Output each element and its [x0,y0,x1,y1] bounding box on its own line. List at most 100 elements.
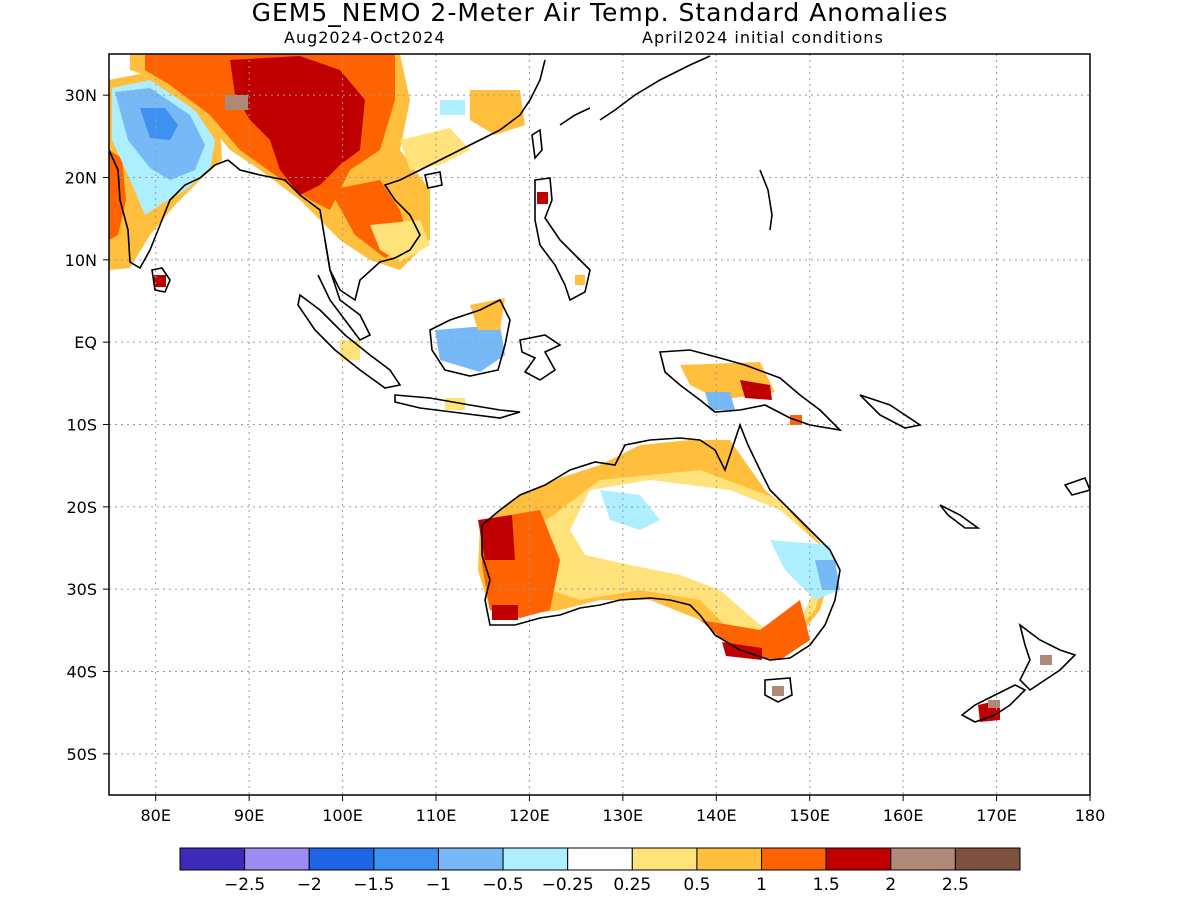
anomaly-australia-sw-red [492,605,518,620]
lon-tick-label: 140E [696,806,737,825]
colorbar-swatch [244,847,310,871]
coast-mariana [759,169,773,231]
colorbar-label: −1.5 [353,875,394,895]
lat-tick-label: 30S [66,580,97,599]
lat-tick-label: 50S [66,745,97,764]
colorbar-label: −2.5 [224,875,265,895]
colorbar-label: 2.5 [942,875,969,895]
coast-tasmania [764,677,793,703]
colorbar-label: 1.5 [813,875,840,895]
anomaly-china-cool [440,100,465,115]
lon-tick-label: 120E [509,806,550,825]
anomaly-australia-south-orange [700,600,810,660]
colorbar-label: −1 [426,875,451,895]
anomaly-indochina-warm [370,220,430,262]
colorbar-swatch [437,847,504,871]
colorbar-label: 2 [885,875,896,895]
anomaly-nz-south-extreme [988,700,1000,708]
anomaly-png-red [740,380,772,400]
coast-srilanka [151,267,171,293]
lat-tick-label: 10N [65,251,97,270]
colorbar-label: −2 [297,875,322,895]
coast-borneo [429,298,511,377]
lat-tick-label: 10S [66,416,97,435]
latitude-labels: 30N 20N 10N EQ 10S 20S 30S 40S 50S [65,86,109,764]
lon-tick-label: 160E [883,806,924,825]
anomaly-australia-cool-a [600,490,660,530]
anomaly-shading [109,54,1052,722]
coast-java [394,394,521,419]
gridlines [109,54,1090,795]
coast-india [109,149,229,270]
coast-nz-south [960,684,1027,723]
colorbar-swatch [954,847,1021,871]
lat-tick-label: 30N [65,86,97,105]
coast-philippines [534,177,591,302]
anomaly-tasmania [772,686,784,696]
colorbar-swatch [373,847,439,871]
coast-malay [317,239,372,342]
colorbar-swatch [890,847,956,871]
colorbar-swatch [696,847,763,871]
anomaly-india-orange [109,150,126,240]
colorbar-swatch [567,847,633,871]
coastlines [109,55,1090,723]
coast-ryukyu [559,107,591,126]
lon-tick-label: 110E [416,806,457,825]
anomaly-borneo-warm [470,298,505,330]
forecast-period: Aug2024-Oct2024 [284,28,446,47]
anomaly-borneo-cool [435,325,505,372]
chart-title: GEM5_NEMO 2-Meter Air Temp. Standard Ano… [251,0,949,27]
lon-tick-label: 130E [603,806,644,825]
anomaly-png-cool [705,392,735,410]
coast-sulawesi [519,334,562,381]
anomaly-india-cooler [140,108,178,140]
coast-solomon [859,394,923,429]
colorbar-label: −0.25 [542,875,594,895]
colorbar-swatch [502,847,569,871]
lon-tick-label: 170E [976,806,1017,825]
anomaly-tibet-red [230,56,365,195]
lon-tick-label: 80E [140,806,170,825]
lat-tick-label: 40S [66,663,97,682]
anomaly-sumatra-warm [340,340,360,360]
colorbar-label: 0.25 [613,875,651,895]
coast-new-guinea [658,349,843,432]
colorbar-label: 0.5 [683,875,710,895]
lon-tick-label: 180 [1075,806,1106,825]
colorbar-swatch [179,847,246,871]
lon-tick-label: 150E [789,806,830,825]
anomaly-nz-north [1040,655,1052,665]
anomaly-srilanka [154,275,166,287]
coast-sumatra [297,293,402,389]
coast-hainan [424,171,443,189]
colorbar-label: −0.5 [482,875,523,895]
coast-fiji [1063,476,1090,496]
coast-australia [481,422,841,661]
anomaly-australia-cooler [815,560,840,590]
lat-tick-label: EQ [74,333,97,352]
anomaly-luzon-red [537,192,548,204]
initial-conditions: April2024 initial conditions [642,28,884,47]
anomaly-tibet-extreme [225,95,248,110]
colorbar-swatch [825,847,892,871]
lon-tick-label: 90E [234,806,264,825]
colorbar-label: 1 [756,875,767,895]
coast-nz-north [1018,623,1077,692]
anomaly-china-east-warm [470,90,525,135]
lat-tick-label: 20N [65,169,97,188]
coast-asia-north [227,59,546,302]
anomaly-china-south-warm [400,128,470,170]
longitude-labels: 80E 90E 100E 110E 120E 130E 140E 150E 160E 170E 18… [140,795,1105,825]
colorbar-swatch [631,847,698,871]
anomaly-mindanao-warm [575,275,585,285]
lat-tick-label: 20S [66,498,97,517]
lon-tick-label: 100E [322,806,363,825]
colorbar-swatch [761,847,827,871]
anomaly-australia-west-red [478,515,515,560]
colorbar: −2.5 −2 −1.5 −1 −0.5 −0.25 0.25 0.5 1 1.5 2 2.5 [179,847,1021,895]
colorbar-swatch [308,847,375,871]
coast-japan [599,55,711,121]
coast-new-caledonia [939,504,981,529]
